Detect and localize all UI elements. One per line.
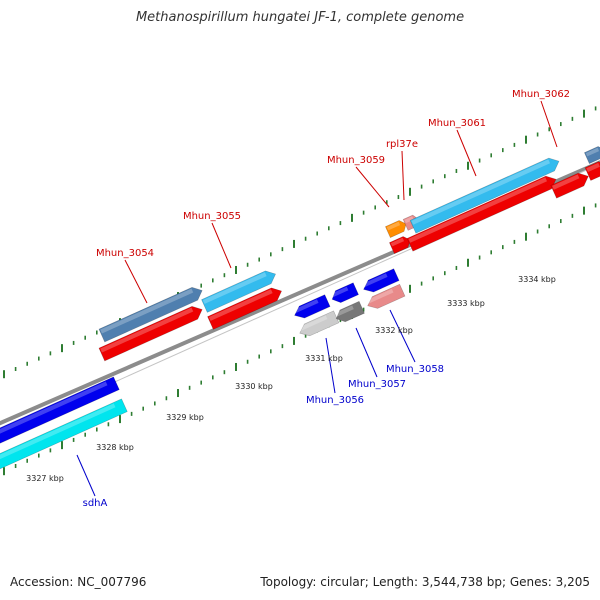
label-mhun-3056-leader [325,337,336,394]
label-mhun-3056[interactable]: Mhun_3056 [306,395,364,406]
gene-mhun-3059-cog[interactable] [385,218,408,238]
label-mhun-3059[interactable]: Mhun_3059 [327,155,385,166]
label-rpl37e-leader [401,150,405,201]
label-mhun-3061[interactable]: Mhun_3061 [428,118,486,129]
gene-mhun-3062-cog-highlight [585,147,600,157]
gene-mhun-3056-strand-shape [294,294,331,319]
gene-mhun-3058-strand[interactable] [361,268,400,296]
gene-mhun-3061-cog-highlight [411,159,551,225]
ruler-label: 3328 kbp [96,443,134,452]
label-sdha-leader [76,454,96,497]
gene-mhun-3057-cog-shape [335,300,365,323]
gene-mhun-3062-cog[interactable] [584,144,600,164]
gene-mhun-3054-cog-shape [98,287,203,343]
length-label: Length: [372,575,419,589]
label-mhun-3057[interactable]: Mhun_3057 [348,379,406,390]
gene-mhun-3054-strand[interactable] [98,303,205,362]
length-value: 3,544,738 bp [421,575,502,589]
gene-mhun-3054-strand-highlight [100,307,194,353]
label-mhun-3055-leader [211,222,232,269]
gene-mhun-3057-cog[interactable] [334,300,365,324]
gene-mhun-3062-strand-2-highlight [586,162,600,173]
label-mhun-3058[interactable]: Mhun_3058 [386,364,444,375]
ruler-label: 3333 kbp [447,299,485,308]
gene-mhun-3054-cog-highlight [100,288,194,334]
gene-mhun-3059-cog-shape [385,220,407,238]
gene-mhun-3062-strand-highlight [552,174,580,190]
label-mhun-3061-leader [456,129,477,177]
gene-mhun-3057-cog-highlight [334,305,354,317]
gene-mhun-3061-cog-shape [409,157,560,234]
gene-mhun-3058-strand-highlight [362,273,388,288]
gene-mhun-3061-strand[interactable] [406,173,559,252]
gene-mhun-3062-strand[interactable] [550,170,591,199]
gene-mhun-3056-strand-highlight [293,299,319,314]
gene-mhun-3058-cog-shape [367,283,406,309]
gene-mhun-3055-strand-highlight [208,289,273,321]
gene-mhun-3055-strand-shape [207,287,282,330]
gene-mhun-3056-strand[interactable] [292,294,331,322]
label-mhun-3062-leader [540,100,558,148]
label-mhun-3062[interactable]: Mhun_3062 [512,89,570,100]
gene-sdha-strand-highlight [0,381,108,443]
gene-mhun-3056-cog-shape [299,310,340,337]
accession-value: NC_007796 [77,575,147,589]
label-rpl37e[interactable]: rpl37e [386,139,418,150]
gene-sdha-cog-shape [0,398,128,471]
gene-mhun-3062-strand-2[interactable] [584,160,600,181]
gene-sdha-strand[interactable] [0,376,120,451]
gene-mhun-3059-strand-shape [389,236,411,254]
topology-label: Topology: [260,575,317,589]
genes-label: Genes: [509,575,552,589]
gene-mhun-3061-strand-shape [406,175,557,252]
gene-mhun-3059-cog-highlight [386,221,401,231]
gene-mhun-3062-strand-2-shape [584,161,600,181]
genes-value: 3,205 [555,575,590,589]
gene-sdha-cog-highlight [0,403,116,465]
ruler-label: 3331 kbp [305,354,343,363]
gene-mhun-3056-cog-highlight [298,315,328,332]
accession-label: Accession: [10,575,74,589]
gene-mhun-3058-cog-highlight [366,288,394,304]
gene-sdha-strand-shape [0,376,120,449]
ruler-label: 3334 kbp [518,275,556,284]
gene-sdha-cog[interactable] [0,398,128,473]
label-mhun-3059-leader [355,166,390,208]
label-sdha[interactable]: sdhA [83,498,108,509]
ruler-label: 3327 kbp [26,474,64,483]
gene-mhun-3056-cog[interactable] [297,310,340,339]
ruler-label: 3329 kbp [166,413,204,422]
label-mhun-3055[interactable]: Mhun_3055 [183,211,241,222]
gene-mhun-3055-cog[interactable] [201,268,279,313]
accession-info: Accession: NC_007796 [10,575,146,589]
gene-mhun-3057-strand[interactable] [329,282,359,306]
gene-mhun-3061-strand-highlight [408,177,548,243]
gene-mhun-3055-cog-highlight [202,272,267,304]
gene-mhun-3059-strand[interactable] [389,234,412,254]
label-mhun-3058-leader [389,309,416,363]
label-mhun-3054-leader [124,259,148,304]
gene-mhun-3058-strand-shape [363,268,400,293]
gene-mhun-3061-cog[interactable] [409,155,562,234]
topology-value: circular [320,575,365,589]
ruler-label: 3332 kbp [375,326,413,335]
gene-mhun-3062-strand-shape [550,172,589,199]
gene-mhun-3057-strand-shape [331,282,359,303]
label-mhun-3054[interactable]: Mhun_3054 [96,248,154,259]
label-mhun-3057-leader [355,327,378,378]
gene-mhun-3059-strand-highlight [390,237,405,247]
genome-title: Methanospirillum hungatei JF-1, complete… [135,10,465,25]
gene-mhun-3058-cog[interactable] [365,283,406,311]
gene-mhun-3054-strand-shape [98,306,203,362]
gene-mhun-3055-strand[interactable] [207,285,285,330]
gene-rpl37e-cog-highlight [404,216,414,224]
genome-stats: Topology: circular; Length: 3,544,738 bp… [260,575,590,589]
gene-mhun-3055-cog-shape [201,270,276,313]
gene-mhun-3054-cog[interactable] [98,284,205,343]
gene-mhun-3057-strand-highlight [330,286,349,298]
ruler-label: 3330 kbp [235,382,273,391]
